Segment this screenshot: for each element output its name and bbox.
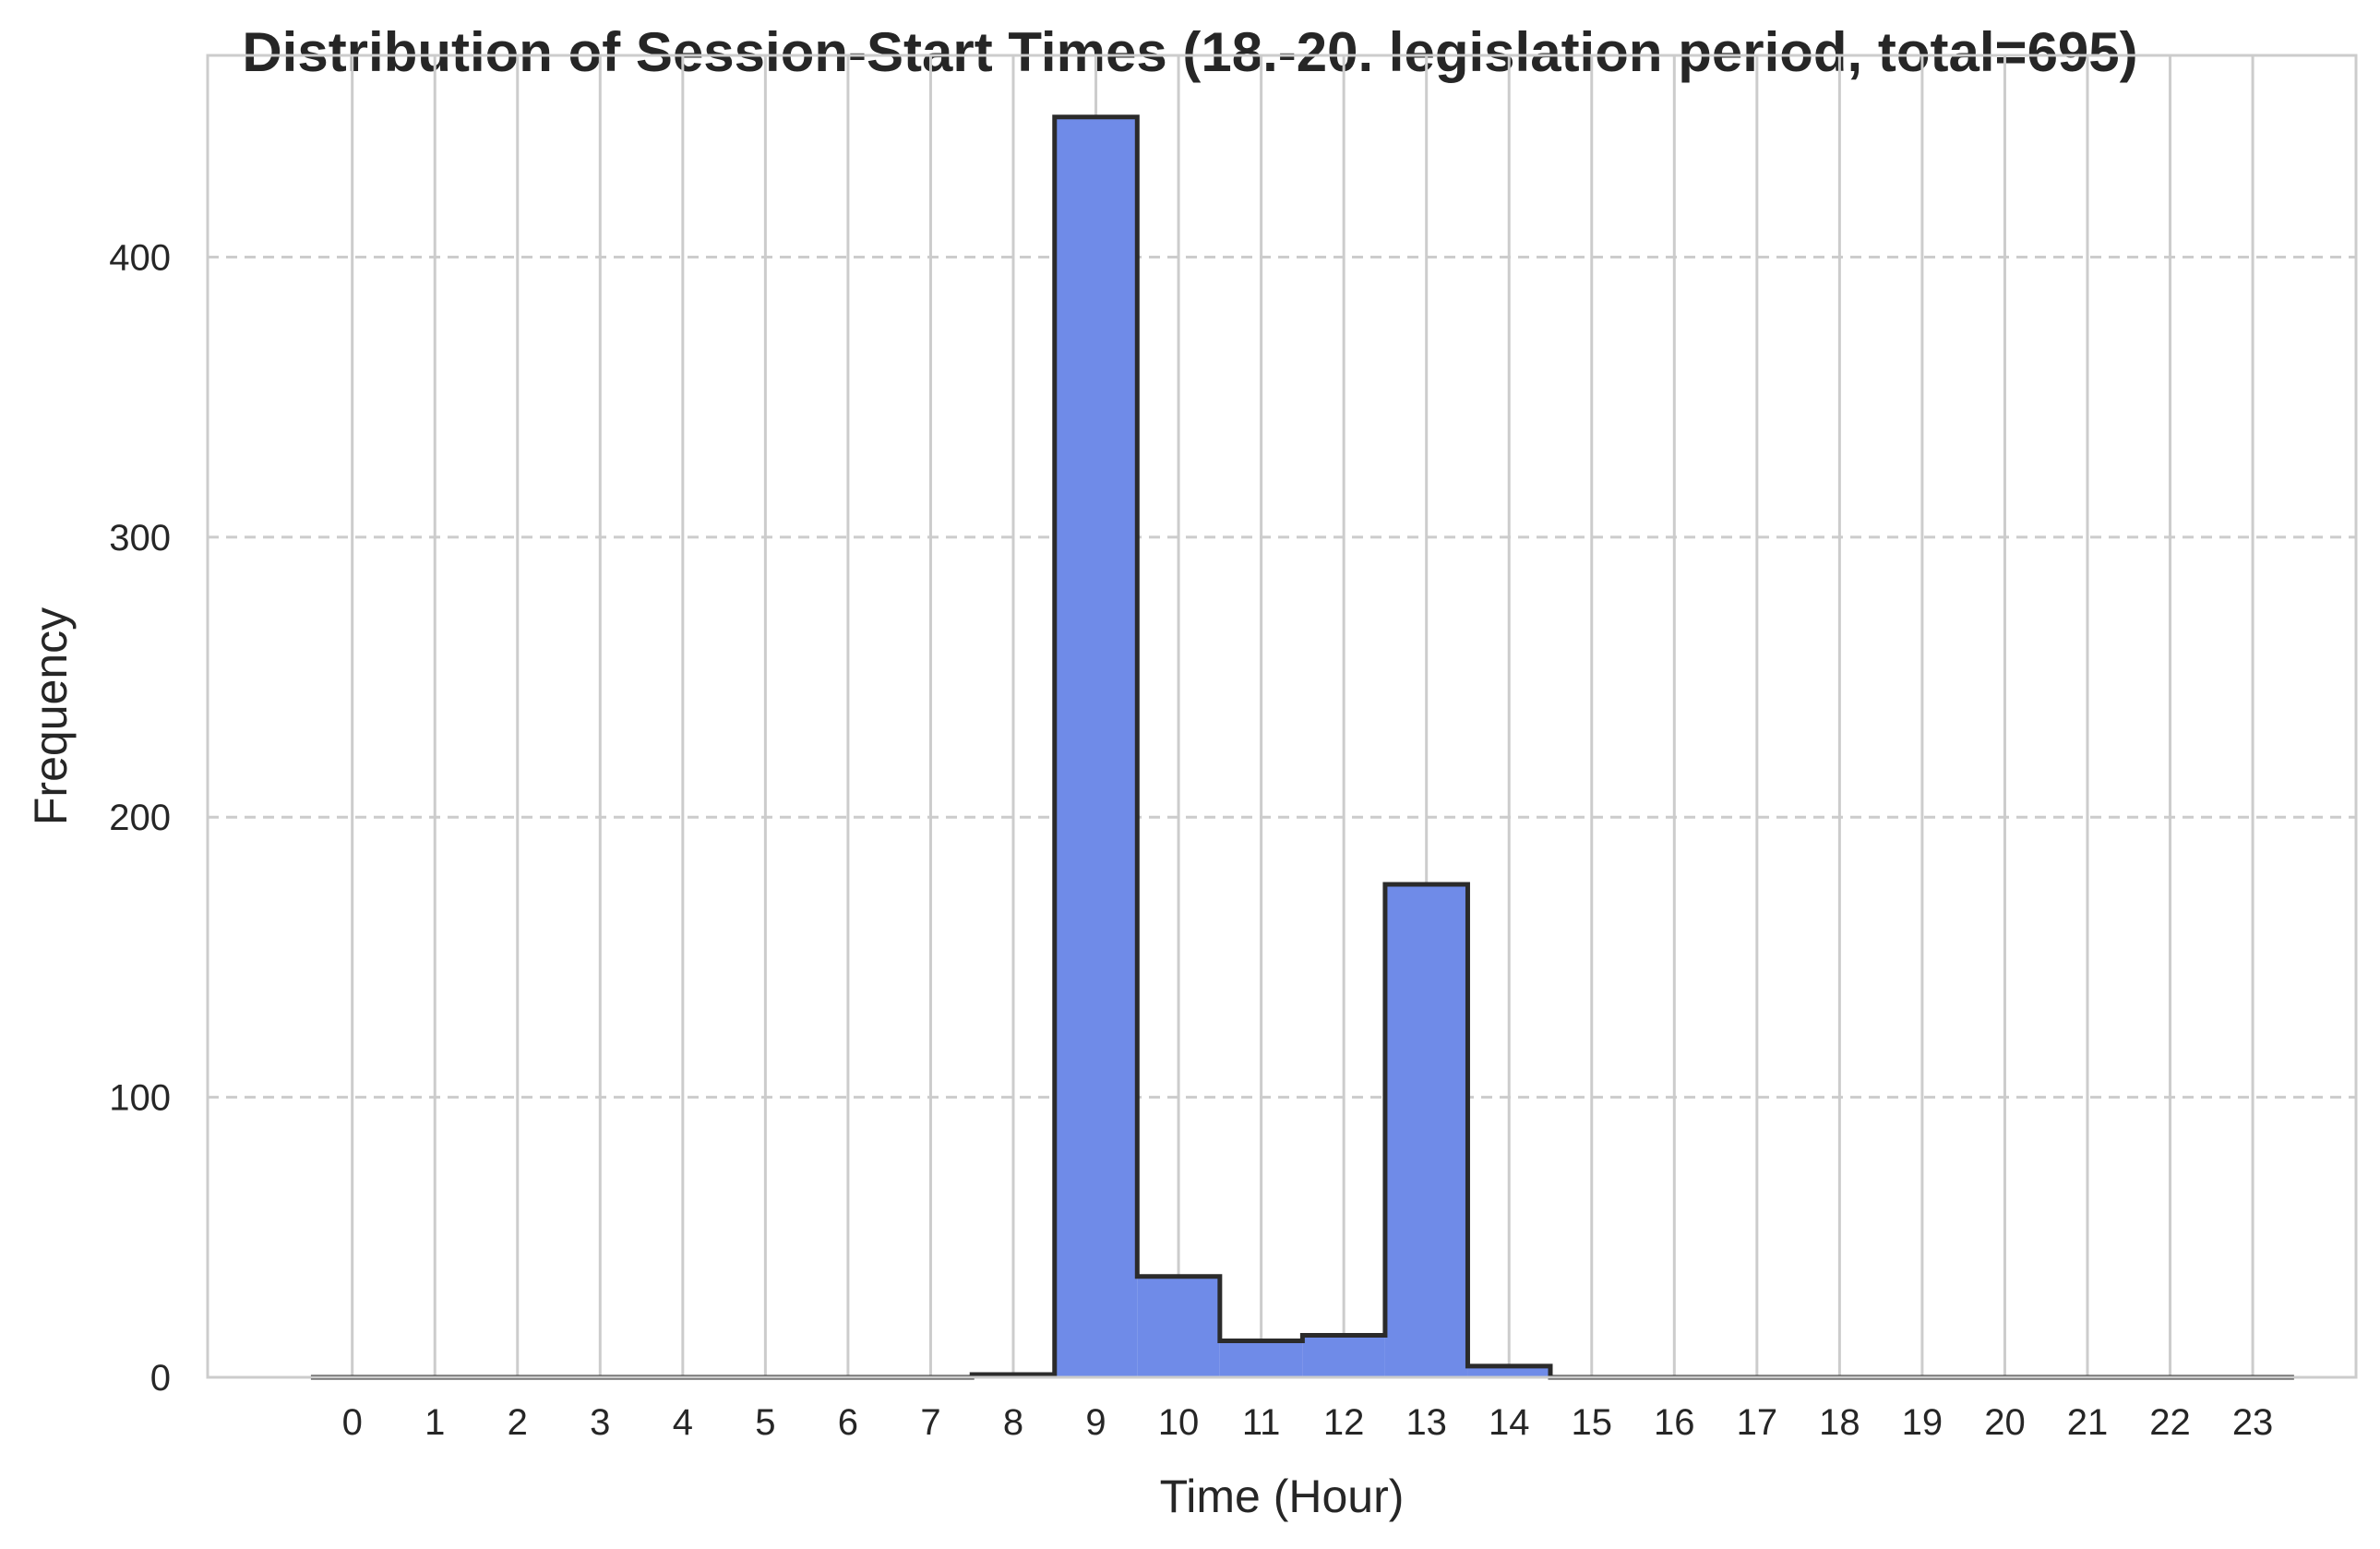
y-tick-label-100: 100: [109, 1078, 171, 1119]
x-tick-label-20: 20: [1984, 1402, 2026, 1443]
x-tick-label-22: 22: [2149, 1402, 2191, 1443]
x-tick-label-12: 12: [1323, 1402, 1365, 1443]
y-tick-label-300: 300: [109, 518, 171, 558]
y-tick-label-200: 200: [109, 798, 171, 838]
histogram-outline: [310, 114, 2294, 1380]
x-tick-label-3: 3: [590, 1402, 610, 1443]
bar-hour-14: [1467, 1365, 1550, 1377]
y-tick-labels: 0 100 200 300 400: [109, 237, 171, 1399]
x-tick-label-5: 5: [755, 1402, 775, 1443]
x-tick-label-17: 17: [1737, 1402, 1778, 1443]
bar-hour-11: [1219, 1340, 1303, 1377]
x-tick-label-23: 23: [2232, 1402, 2274, 1443]
x-tick-label-14: 14: [1489, 1402, 1530, 1443]
y-tick-label-400: 400: [109, 237, 171, 278]
x-axis-label: Time (Hour): [1160, 1471, 1405, 1522]
plot-frame: [206, 54, 2358, 1379]
x-tick-labels: 0 1 2 3 4 5 6 7 8 9 10 11 12 13 14 15 16 17 18 19 20 21 22 23: [342, 1402, 2274, 1443]
x-tick-label-13: 13: [1405, 1402, 1447, 1443]
x-tick-label-8: 8: [1003, 1402, 1023, 1443]
x-gridlines: [351, 55, 2254, 1377]
x-tick-label-1: 1: [425, 1402, 445, 1443]
bar-hour-10: [1137, 1276, 1220, 1377]
x-tick-label-15: 15: [1572, 1402, 1613, 1443]
y-tick-label-0: 0: [150, 1358, 171, 1399]
bar-hour-12: [1302, 1335, 1385, 1377]
bar-hour-13: [1384, 884, 1468, 1377]
x-tick-label-10: 10: [1158, 1402, 1200, 1443]
x-tick-label-18: 18: [1819, 1402, 1860, 1443]
x-tick-label-11: 11: [1242, 1402, 1281, 1443]
x-tick-label-0: 0: [342, 1402, 363, 1443]
y-gridlines: [208, 255, 2356, 1099]
x-tick-label-4: 4: [673, 1402, 693, 1443]
x-tick-label-6: 6: [838, 1402, 858, 1443]
x-tick-label-19: 19: [1902, 1402, 1943, 1443]
x-tick-label-21: 21: [2067, 1402, 2109, 1443]
x-tick-label-16: 16: [1654, 1402, 1695, 1443]
bar-hour-9: [1054, 116, 1138, 1378]
x-tick-label-7: 7: [920, 1402, 940, 1443]
y-axis-label: Frequency: [25, 607, 77, 825]
chart-title: Distribution of Session-Start Times (18.…: [242, 21, 2138, 83]
x-tick-label-9: 9: [1085, 1402, 1106, 1443]
histogram-bars: [972, 116, 1550, 1378]
x-tick-label-2: 2: [508, 1402, 528, 1443]
